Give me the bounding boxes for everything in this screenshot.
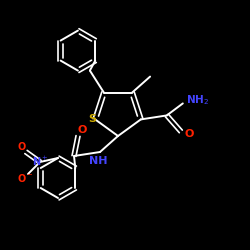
Text: O: O xyxy=(185,130,194,140)
Text: NH$_2$: NH$_2$ xyxy=(186,94,209,107)
Text: S: S xyxy=(88,114,96,124)
Text: N$^+$: N$^+$ xyxy=(32,154,48,168)
Text: O$^-$: O$^-$ xyxy=(17,172,33,184)
Text: O: O xyxy=(77,125,87,135)
Text: NH: NH xyxy=(89,156,107,166)
Text: O: O xyxy=(18,142,26,152)
